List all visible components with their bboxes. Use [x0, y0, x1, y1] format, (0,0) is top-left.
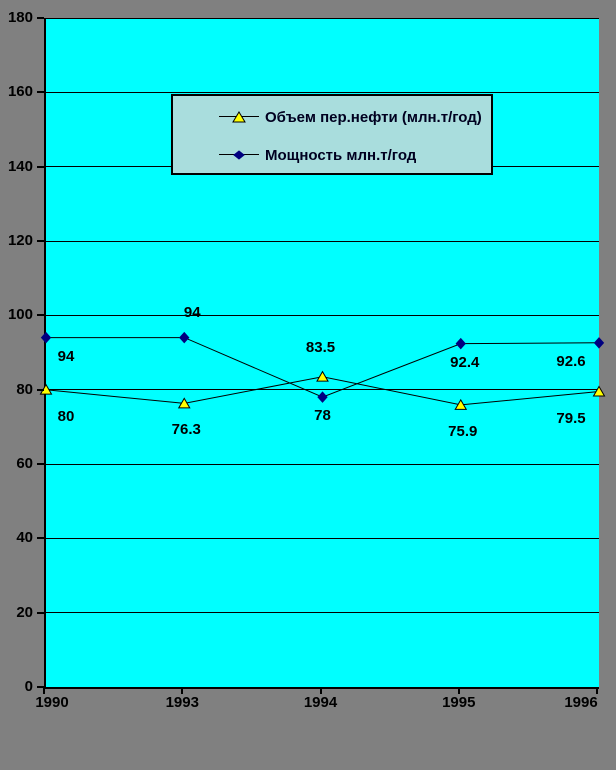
y-tick-label: 180 — [7, 9, 33, 26]
series-layer — [39, 331, 606, 410]
gridline — [46, 240, 599, 242]
y-tick-label: 140 — [7, 157, 33, 175]
x-tick-label: 1994 — [303, 694, 338, 711]
data-point-label: 92.4 — [450, 353, 480, 371]
diamond-marker-icon — [219, 148, 259, 162]
diamond-marker-icon — [40, 331, 52, 344]
y-tick-mark — [37, 314, 44, 317]
triangle-marker-icon — [219, 110, 259, 124]
x-tick-mark — [319, 687, 322, 694]
data-point-label: 92.6 — [556, 352, 586, 370]
legend-item-0-label: Объем пер.нефти (млн.т/год) — [265, 108, 482, 126]
gridline — [46, 537, 599, 539]
diamond-marker-icon — [317, 391, 328, 403]
x-tick-mark — [43, 687, 45, 694]
y-tick-mark — [37, 611, 44, 614]
y-tick-mark — [37, 463, 44, 465]
gridline — [46, 612, 599, 614]
legend-item-0: Объем пер.нефти (млн.т/год) — [219, 108, 482, 126]
y-tick-mark — [37, 91, 44, 94]
diamond-marker-icon — [179, 331, 190, 344]
diamond-marker-icon — [455, 337, 466, 350]
triangle-marker-icon — [592, 385, 606, 397]
x-tick-label: 1996 — [564, 694, 598, 711]
gridline — [46, 17, 599, 19]
triangle-marker-icon — [454, 398, 468, 410]
y-tick-label: 0 — [24, 678, 33, 695]
triangle-marker-icon — [316, 370, 329, 382]
y-tick-label: 20 — [16, 603, 33, 621]
y-tick-label: 160 — [7, 83, 33, 101]
x-tick-mark — [457, 687, 460, 694]
data-point-label: 76.3 — [171, 421, 201, 439]
data-point-label: 79.5 — [556, 409, 586, 427]
gridline — [46, 91, 599, 93]
y-tick-label: 80 — [16, 380, 33, 398]
data-point-label: 78 — [314, 407, 331, 425]
x-tick-mark — [181, 687, 184, 694]
data-point-label: 94 — [183, 303, 201, 321]
data-point-label: 80 — [57, 407, 75, 425]
gridline — [46, 314, 599, 316]
data-point-label: 75.9 — [448, 422, 478, 440]
x-tick-label: 1993 — [165, 694, 199, 711]
y-tick-mark — [37, 537, 44, 540]
y-tick-label: 60 — [16, 455, 33, 472]
y-tick-label: 40 — [16, 529, 33, 547]
triangle-marker-icon — [177, 397, 191, 409]
y-tick-mark — [37, 17, 44, 19]
gridline — [46, 389, 599, 391]
y-tick-label: 120 — [7, 232, 33, 249]
data-point-label: 94 — [57, 347, 75, 365]
data-point-label: 83.5 — [305, 338, 336, 356]
legend-item-1: Мощность млн.т/год — [219, 146, 416, 164]
legend-item-1-label: Мощность млн.т/год — [265, 146, 417, 164]
y-tick-mark — [37, 686, 44, 688]
x-tick-label: 1995 — [442, 694, 476, 711]
gridline — [46, 463, 599, 465]
legend: Объем пер.нефти (млн.т/год) Мощность млн… — [171, 94, 493, 175]
y-tick-mark — [37, 165, 44, 168]
y-tick-mark — [37, 388, 44, 391]
diamond-marker-icon — [593, 337, 605, 349]
x-tick-mark — [596, 687, 598, 694]
y-tick-mark — [37, 240, 44, 242]
y-tick-label: 100 — [7, 306, 33, 324]
x-tick-label: 1990 — [35, 694, 69, 711]
